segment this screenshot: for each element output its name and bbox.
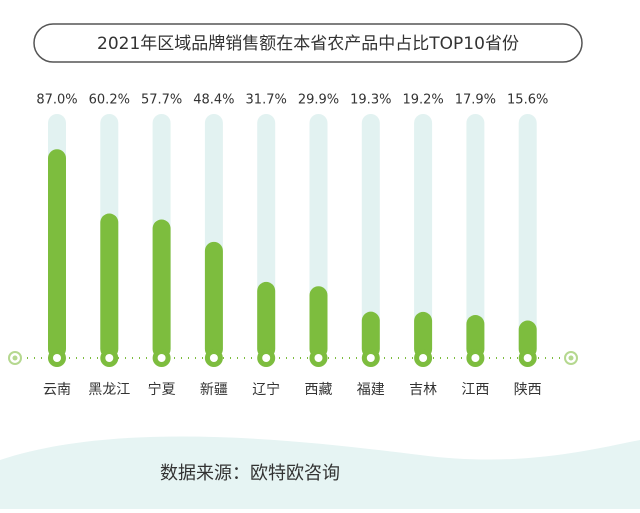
- x-tick-label: 江西: [461, 382, 489, 398]
- data-label: 87.0%: [36, 93, 77, 108]
- bar-foot-dot: [471, 354, 480, 362]
- data-label: 15.6%: [507, 93, 548, 108]
- data-label: 57.7%: [141, 93, 182, 108]
- title-box: [33, 23, 583, 63]
- bar-foot-dot: [209, 354, 218, 362]
- source-note: 数据来源：欧特欧咨询: [160, 463, 340, 484]
- bar: [152, 219, 171, 358]
- bar-foot-dot: [523, 354, 532, 362]
- x-tick-label: 新疆: [200, 382, 228, 398]
- bar-foot-dot: [53, 354, 61, 362]
- x-tick-label: 宁夏: [148, 381, 176, 398]
- background-wave: [0, 436, 640, 509]
- data-label: 31.7%: [246, 93, 287, 108]
- bar: [466, 315, 485, 358]
- bar-foot-dot: [262, 354, 271, 362]
- x-tick-label: 福建: [357, 382, 385, 398]
- data-label: 17.9%: [455, 93, 496, 108]
- bar-foot-dot: [419, 354, 428, 362]
- data-label: 29.9%: [298, 93, 339, 108]
- data-label: 19.2%: [402, 93, 443, 108]
- bar: [48, 149, 66, 358]
- bar-foot-dot: [157, 354, 166, 362]
- bar-track: [414, 114, 433, 358]
- bar: [361, 311, 380, 358]
- data-label: 48.4%: [193, 93, 234, 108]
- bar-foot-dot: [105, 354, 114, 362]
- bar-track: [466, 114, 485, 358]
- bar-foot-dot: [366, 354, 375, 362]
- end-ornament: [564, 351, 578, 365]
- x-tick-label: 吉林: [409, 382, 437, 398]
- x-tick-label: 西藏: [305, 382, 333, 398]
- x-tick-label: 陕西: [514, 382, 542, 398]
- data-label: 19.3%: [350, 93, 391, 108]
- bar: [100, 213, 119, 358]
- data-label: 60.2%: [89, 93, 130, 108]
- bar: [257, 281, 276, 358]
- bar: [204, 241, 223, 358]
- bar: [518, 320, 537, 358]
- bar-track: [518, 114, 537, 358]
- x-tick-label: 辽宁: [252, 381, 280, 398]
- bar-track: [361, 114, 380, 358]
- bar: [414, 311, 433, 358]
- end-ornament: [568, 355, 574, 361]
- bar: [309, 286, 328, 358]
- x-tick-label: 云南: [43, 382, 71, 398]
- end-ornament: [8, 351, 22, 365]
- x-tick-label: 黑龙江: [88, 382, 130, 398]
- chart-title: 2021年区域品牌销售额在本省农产品中占比TOP10省份: [97, 34, 519, 54]
- bar-foot-dot: [314, 354, 323, 362]
- end-ornament: [12, 355, 18, 361]
